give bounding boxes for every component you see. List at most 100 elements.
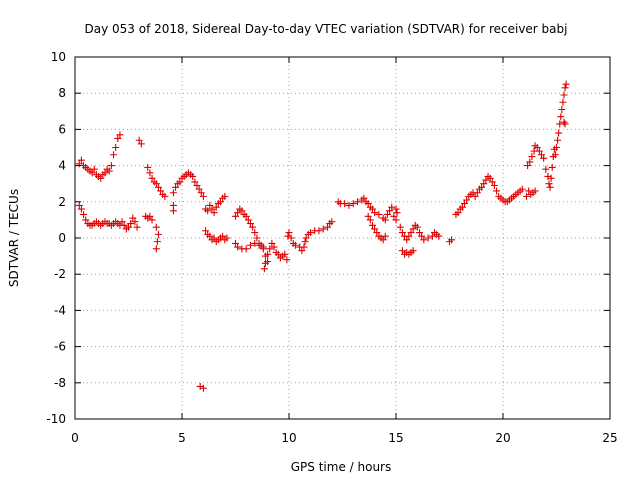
data-point	[392, 216, 400, 224]
data-point	[238, 207, 246, 215]
data-point	[396, 223, 404, 231]
data-point	[306, 229, 314, 237]
data-point	[146, 169, 154, 177]
data-point	[268, 239, 276, 247]
data-point	[364, 212, 372, 220]
data-point	[557, 113, 565, 121]
data-point	[398, 229, 406, 237]
data-point	[398, 247, 406, 255]
data-point	[561, 120, 569, 128]
data-point	[172, 183, 180, 191]
data-point	[409, 225, 417, 233]
data-point	[223, 234, 231, 242]
data-point	[368, 205, 376, 213]
data-point	[525, 187, 533, 195]
y-tick-label: -4	[54, 303, 66, 317]
data-point	[547, 174, 555, 182]
data-point	[413, 223, 421, 231]
data-point	[545, 180, 553, 188]
data-point	[301, 238, 309, 246]
data-point	[448, 236, 456, 244]
data-point	[488, 178, 496, 186]
data-point	[75, 201, 83, 209]
data-point	[405, 232, 413, 240]
data-point	[298, 247, 306, 255]
data-point	[381, 232, 389, 240]
data-point	[75, 160, 83, 168]
data-point	[371, 209, 379, 217]
data-point	[345, 201, 353, 209]
data-point	[251, 229, 259, 237]
y-tick-label: -6	[54, 340, 66, 354]
data-point	[560, 118, 568, 126]
data-point	[526, 158, 534, 166]
data-point	[524, 162, 532, 170]
data-point	[153, 238, 161, 246]
x-tick-label: 25	[602, 431, 617, 445]
data-point	[424, 234, 432, 242]
data-point	[246, 241, 254, 249]
data-point	[393, 209, 401, 217]
data-point	[562, 80, 570, 88]
data-point	[152, 245, 160, 253]
data-point	[112, 144, 120, 151]
x-tick-label: 20	[495, 431, 510, 445]
data-point	[133, 223, 141, 231]
data-point	[169, 189, 177, 197]
data-point	[388, 203, 396, 211]
data-point	[428, 232, 436, 240]
x-tick-label: 10	[281, 431, 296, 445]
data-point	[538, 151, 546, 159]
data-point	[454, 209, 462, 217]
data-point	[482, 176, 490, 184]
y-tick-label: -10	[46, 412, 66, 426]
data-points	[75, 80, 570, 392]
data-point	[559, 98, 567, 106]
data-point	[518, 185, 526, 193]
data-point	[386, 207, 394, 215]
data-point	[274, 250, 282, 258]
data-point	[255, 241, 263, 249]
data-point	[107, 162, 115, 170]
y-tick-label: 0	[58, 231, 66, 245]
data-point	[196, 382, 204, 390]
data-point	[371, 225, 379, 233]
data-point	[302, 234, 310, 242]
data-point	[553, 144, 560, 151]
data-point	[242, 245, 250, 253]
data-point	[146, 212, 154, 220]
data-point	[116, 131, 124, 139]
data-point	[260, 265, 268, 273]
data-point	[300, 243, 308, 251]
data-point	[197, 189, 205, 197]
data-point	[364, 200, 372, 208]
data-point	[259, 243, 267, 251]
y-tick-label: -8	[54, 376, 66, 390]
data-point	[148, 174, 156, 182]
data-point	[202, 227, 210, 235]
data-point	[264, 250, 272, 258]
data-point	[480, 180, 488, 188]
data-point	[284, 232, 292, 240]
y-tick-label: 10	[51, 50, 66, 64]
y-tick-label: 2	[58, 195, 66, 209]
data-point	[548, 163, 556, 171]
data-point	[283, 256, 291, 264]
data-point	[435, 232, 443, 240]
x-axis: 0 5 10 15 20 25	[71, 57, 618, 445]
data-point	[195, 185, 203, 193]
data-point	[554, 136, 562, 144]
data-point	[285, 229, 293, 237]
data-point	[191, 178, 199, 186]
data-point	[416, 229, 424, 237]
data-point	[458, 203, 466, 211]
y-tick-label: 6	[58, 122, 66, 136]
data-point	[281, 250, 289, 258]
data-point	[232, 212, 239, 220]
data-point	[127, 220, 135, 228]
data-point	[152, 223, 160, 231]
x-tick-label: 5	[178, 431, 186, 445]
data-point	[528, 153, 536, 161]
data-point	[328, 218, 336, 226]
